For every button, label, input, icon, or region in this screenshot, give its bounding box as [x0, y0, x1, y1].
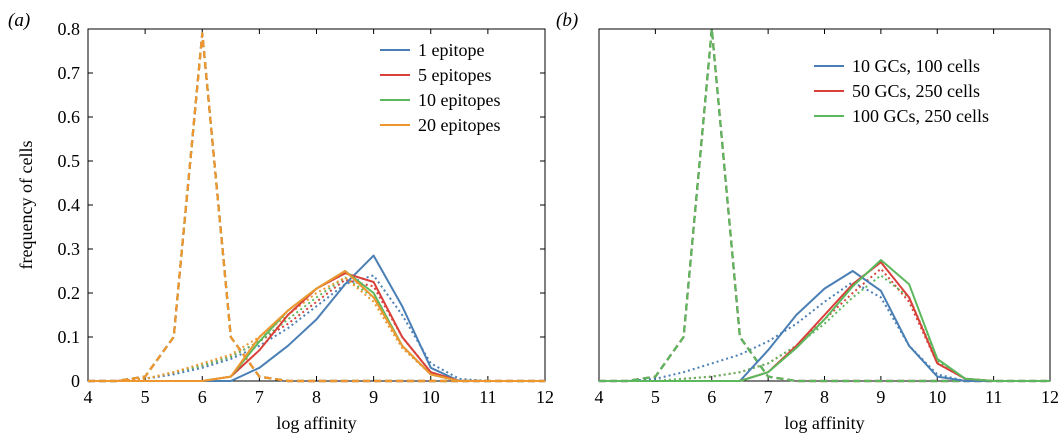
y-tick-label: 0.8: [58, 19, 81, 39]
panel-label: (b): [556, 10, 578, 31]
legend-label: 10 GCs, 100 cells: [852, 56, 980, 76]
x-tick-label: 8: [820, 387, 829, 407]
series-0-dashed-line: [599, 27, 1050, 383]
series-0-dotted-line: [599, 281, 1050, 382]
y-tick-label: 0.2: [58, 283, 81, 303]
series-1-dotted-line: [599, 267, 1050, 382]
y-tick-label: 0: [71, 371, 80, 391]
y-tick-label: 0.4: [58, 195, 81, 215]
panel-a: 4 5 6 7 8 9 10 11 12 0 0.1 0.2 0.3 0.4 0.5 0.6 0.7 0.8 log…: [8, 10, 554, 433]
legend-label: 10 epitopes: [418, 90, 501, 110]
y-tick-label: 0.3: [58, 239, 81, 259]
series-2-solid-line: [599, 259, 1050, 382]
y-tick-label: 0.6: [58, 107, 81, 127]
panel-label: (a): [8, 10, 30, 31]
x-axis-label: log affinity: [784, 413, 864, 433]
x-tick-label: 5: [141, 387, 150, 407]
y-tick-label: 0.1: [58, 327, 81, 347]
x-tick-label: 4: [595, 387, 604, 407]
series-1-solid-line: [599, 261, 1050, 382]
series-0-dotted-line: [88, 274, 545, 382]
series-1-dashed-line: [88, 32, 545, 383]
x-tick-label: 10: [422, 387, 440, 407]
plot-frame: [598, 28, 1051, 382]
series-0-solid-line: [599, 270, 1050, 382]
series-3-dashed-line: [88, 32, 545, 383]
legend-label: 50 GCs, 250 cells: [852, 81, 980, 101]
legend-label: 100 GCs, 250 cells: [852, 106, 989, 126]
series-3-dotted-line: [88, 276, 545, 382]
series-1-dotted-line: [88, 278, 545, 382]
series-1-dashed-line: [599, 27, 1050, 383]
series-3-solid-line: [88, 270, 545, 382]
series-2-dotted-line: [599, 274, 1050, 382]
x-tick-label: 5: [651, 387, 660, 407]
x-tick-label: 6: [707, 387, 716, 407]
y-axis-label: frequency of cells: [16, 141, 36, 270]
x-tick-label: 10: [928, 387, 946, 407]
legend-label: 20 epitopes: [418, 115, 501, 135]
x-tick-label: 11: [479, 387, 496, 407]
panel-b: 4 5 6 7 8 9 10 11 12 log affinity (b) 10 GCs, 100 c…: [556, 10, 1059, 433]
x-tick-label: 7: [764, 387, 773, 407]
series-0-dashed-line: [88, 32, 545, 383]
x-axis-label: log affinity: [276, 413, 356, 433]
x-tick-label: 11: [985, 387, 1002, 407]
y-tick-label: 0.7: [58, 63, 81, 83]
legend-label: 5 epitopes: [418, 65, 492, 85]
x-tick-label: 6: [198, 387, 207, 407]
x-tick-label: 4: [84, 387, 93, 407]
x-tick-label: 9: [369, 387, 378, 407]
legend-label: 1 epitope: [418, 40, 484, 60]
x-tick-label: 12: [536, 387, 554, 407]
x-tick-label: 8: [312, 387, 321, 407]
series-2-dashed-line: [599, 27, 1050, 383]
y-tick-label: 0.5: [58, 151, 81, 171]
x-tick-label: 12: [1041, 387, 1059, 407]
series-0-solid-line: [88, 254, 545, 382]
x-tick-label: 9: [876, 387, 885, 407]
series-2-dashed-line: [88, 32, 545, 383]
x-tick-label: 7: [255, 387, 264, 407]
